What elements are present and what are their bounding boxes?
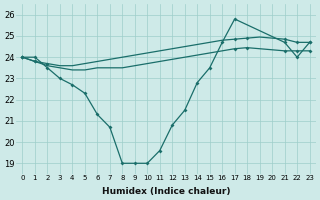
X-axis label: Humidex (Indice chaleur): Humidex (Indice chaleur) [102, 187, 230, 196]
